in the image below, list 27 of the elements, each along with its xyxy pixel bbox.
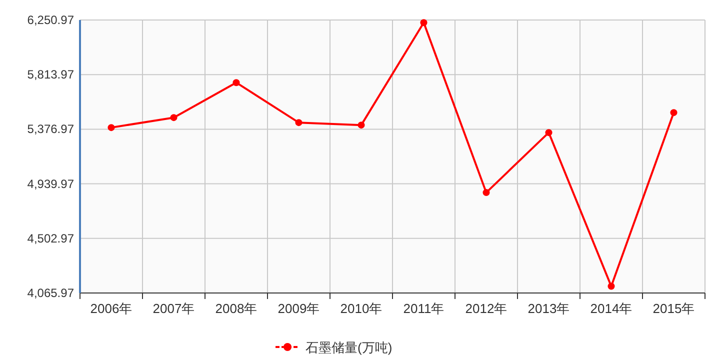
point bbox=[170, 114, 178, 122]
x-tick-label: 2011年 bbox=[403, 301, 444, 316]
point bbox=[670, 109, 678, 116]
x-tick-label: 2007年 bbox=[152, 301, 195, 316]
point bbox=[608, 282, 615, 290]
point bbox=[420, 19, 428, 26]
x-tick-label: 2012年 bbox=[465, 301, 508, 316]
point bbox=[108, 124, 115, 132]
y-tick-label: 5,376.97 bbox=[27, 122, 74, 136]
y-tick-label: 4,065.97 bbox=[27, 286, 74, 300]
x-tick-label: 2015年 bbox=[652, 301, 695, 316]
y-tick-label: 6,250.97 bbox=[27, 13, 74, 27]
legend-label: 石墨储量(万吨) bbox=[306, 340, 392, 355]
x-tick-label: 2010年 bbox=[340, 301, 382, 316]
point bbox=[295, 119, 302, 126]
point bbox=[232, 79, 240, 86]
y-tick-label: 4,939.97 bbox=[27, 176, 74, 191]
point bbox=[545, 129, 552, 136]
x-tick-label: 2013年 bbox=[528, 301, 570, 316]
point bbox=[482, 189, 490, 196]
y-tick-label: 5,813.97 bbox=[27, 68, 74, 82]
x-tick-label: 2006年 bbox=[90, 301, 132, 316]
x-tick-label: 2014年 bbox=[590, 301, 632, 316]
x-tick-label: 2008年 bbox=[215, 301, 258, 316]
y-tick-label: 4,502.97 bbox=[27, 231, 74, 246]
x-tick-label: 2009年 bbox=[278, 301, 320, 316]
point bbox=[358, 122, 365, 129]
